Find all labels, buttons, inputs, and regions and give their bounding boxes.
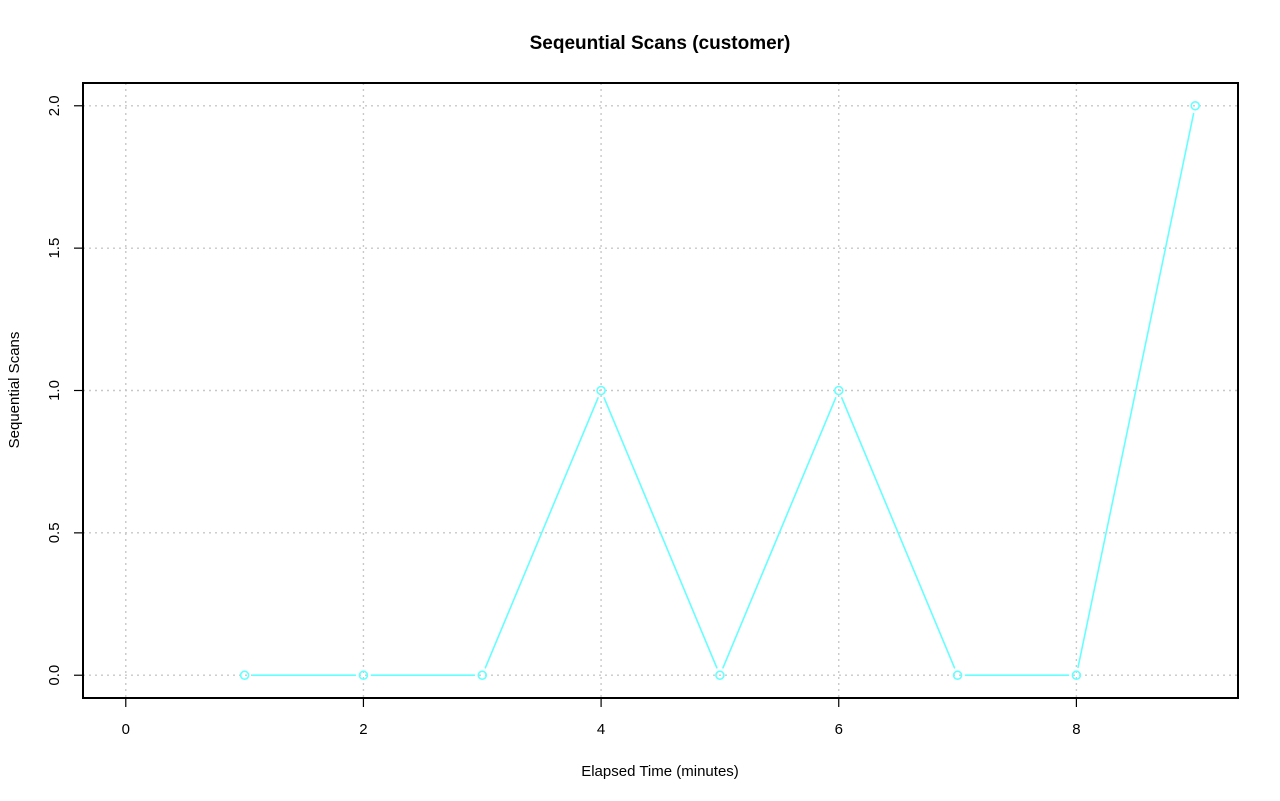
y-tick-label: 2.0 (46, 95, 63, 116)
x-tick-label: 2 (359, 721, 367, 738)
data-point (833, 385, 844, 396)
data-point (1071, 670, 1082, 681)
series-line-segment (1077, 112, 1195, 669)
series-markers (239, 100, 1201, 681)
data-point (358, 670, 369, 681)
series-line-segment (484, 397, 599, 669)
chart-title: Seqeuntial Scans (customer) (530, 33, 791, 54)
data-point (715, 670, 725, 681)
series-line-group (251, 112, 1195, 677)
data-point (477, 670, 488, 681)
y-tick-label: 0.0 (46, 665, 63, 686)
x-tick-label: 4 (597, 721, 605, 738)
plot-frame (82, 82, 1239, 699)
y-tick-label: 1.5 (46, 238, 63, 259)
data-point (596, 385, 606, 396)
y-axis: 0.0 0.5 1.0 1.5 2.0 (46, 95, 83, 686)
y-tick-label: 0.5 (46, 522, 63, 543)
series-line-segment (722, 397, 837, 669)
x-axis-label: Elapsed Time (minutes) (581, 763, 739, 780)
series-line-segment (841, 397, 956, 669)
series-line-segment (603, 397, 718, 669)
x-axis: 0 2 4 6 8 (122, 698, 1081, 738)
data-point (1190, 100, 1201, 111)
x-tick-label: 8 (1072, 721, 1080, 738)
data-point (952, 670, 963, 681)
data-point (239, 670, 250, 681)
y-axis-label: Sequential Scans (6, 332, 23, 449)
y-tick-label: 1.0 (46, 380, 63, 401)
x-tick-label: 6 (835, 721, 843, 738)
x-tick-label: 0 (122, 721, 130, 738)
